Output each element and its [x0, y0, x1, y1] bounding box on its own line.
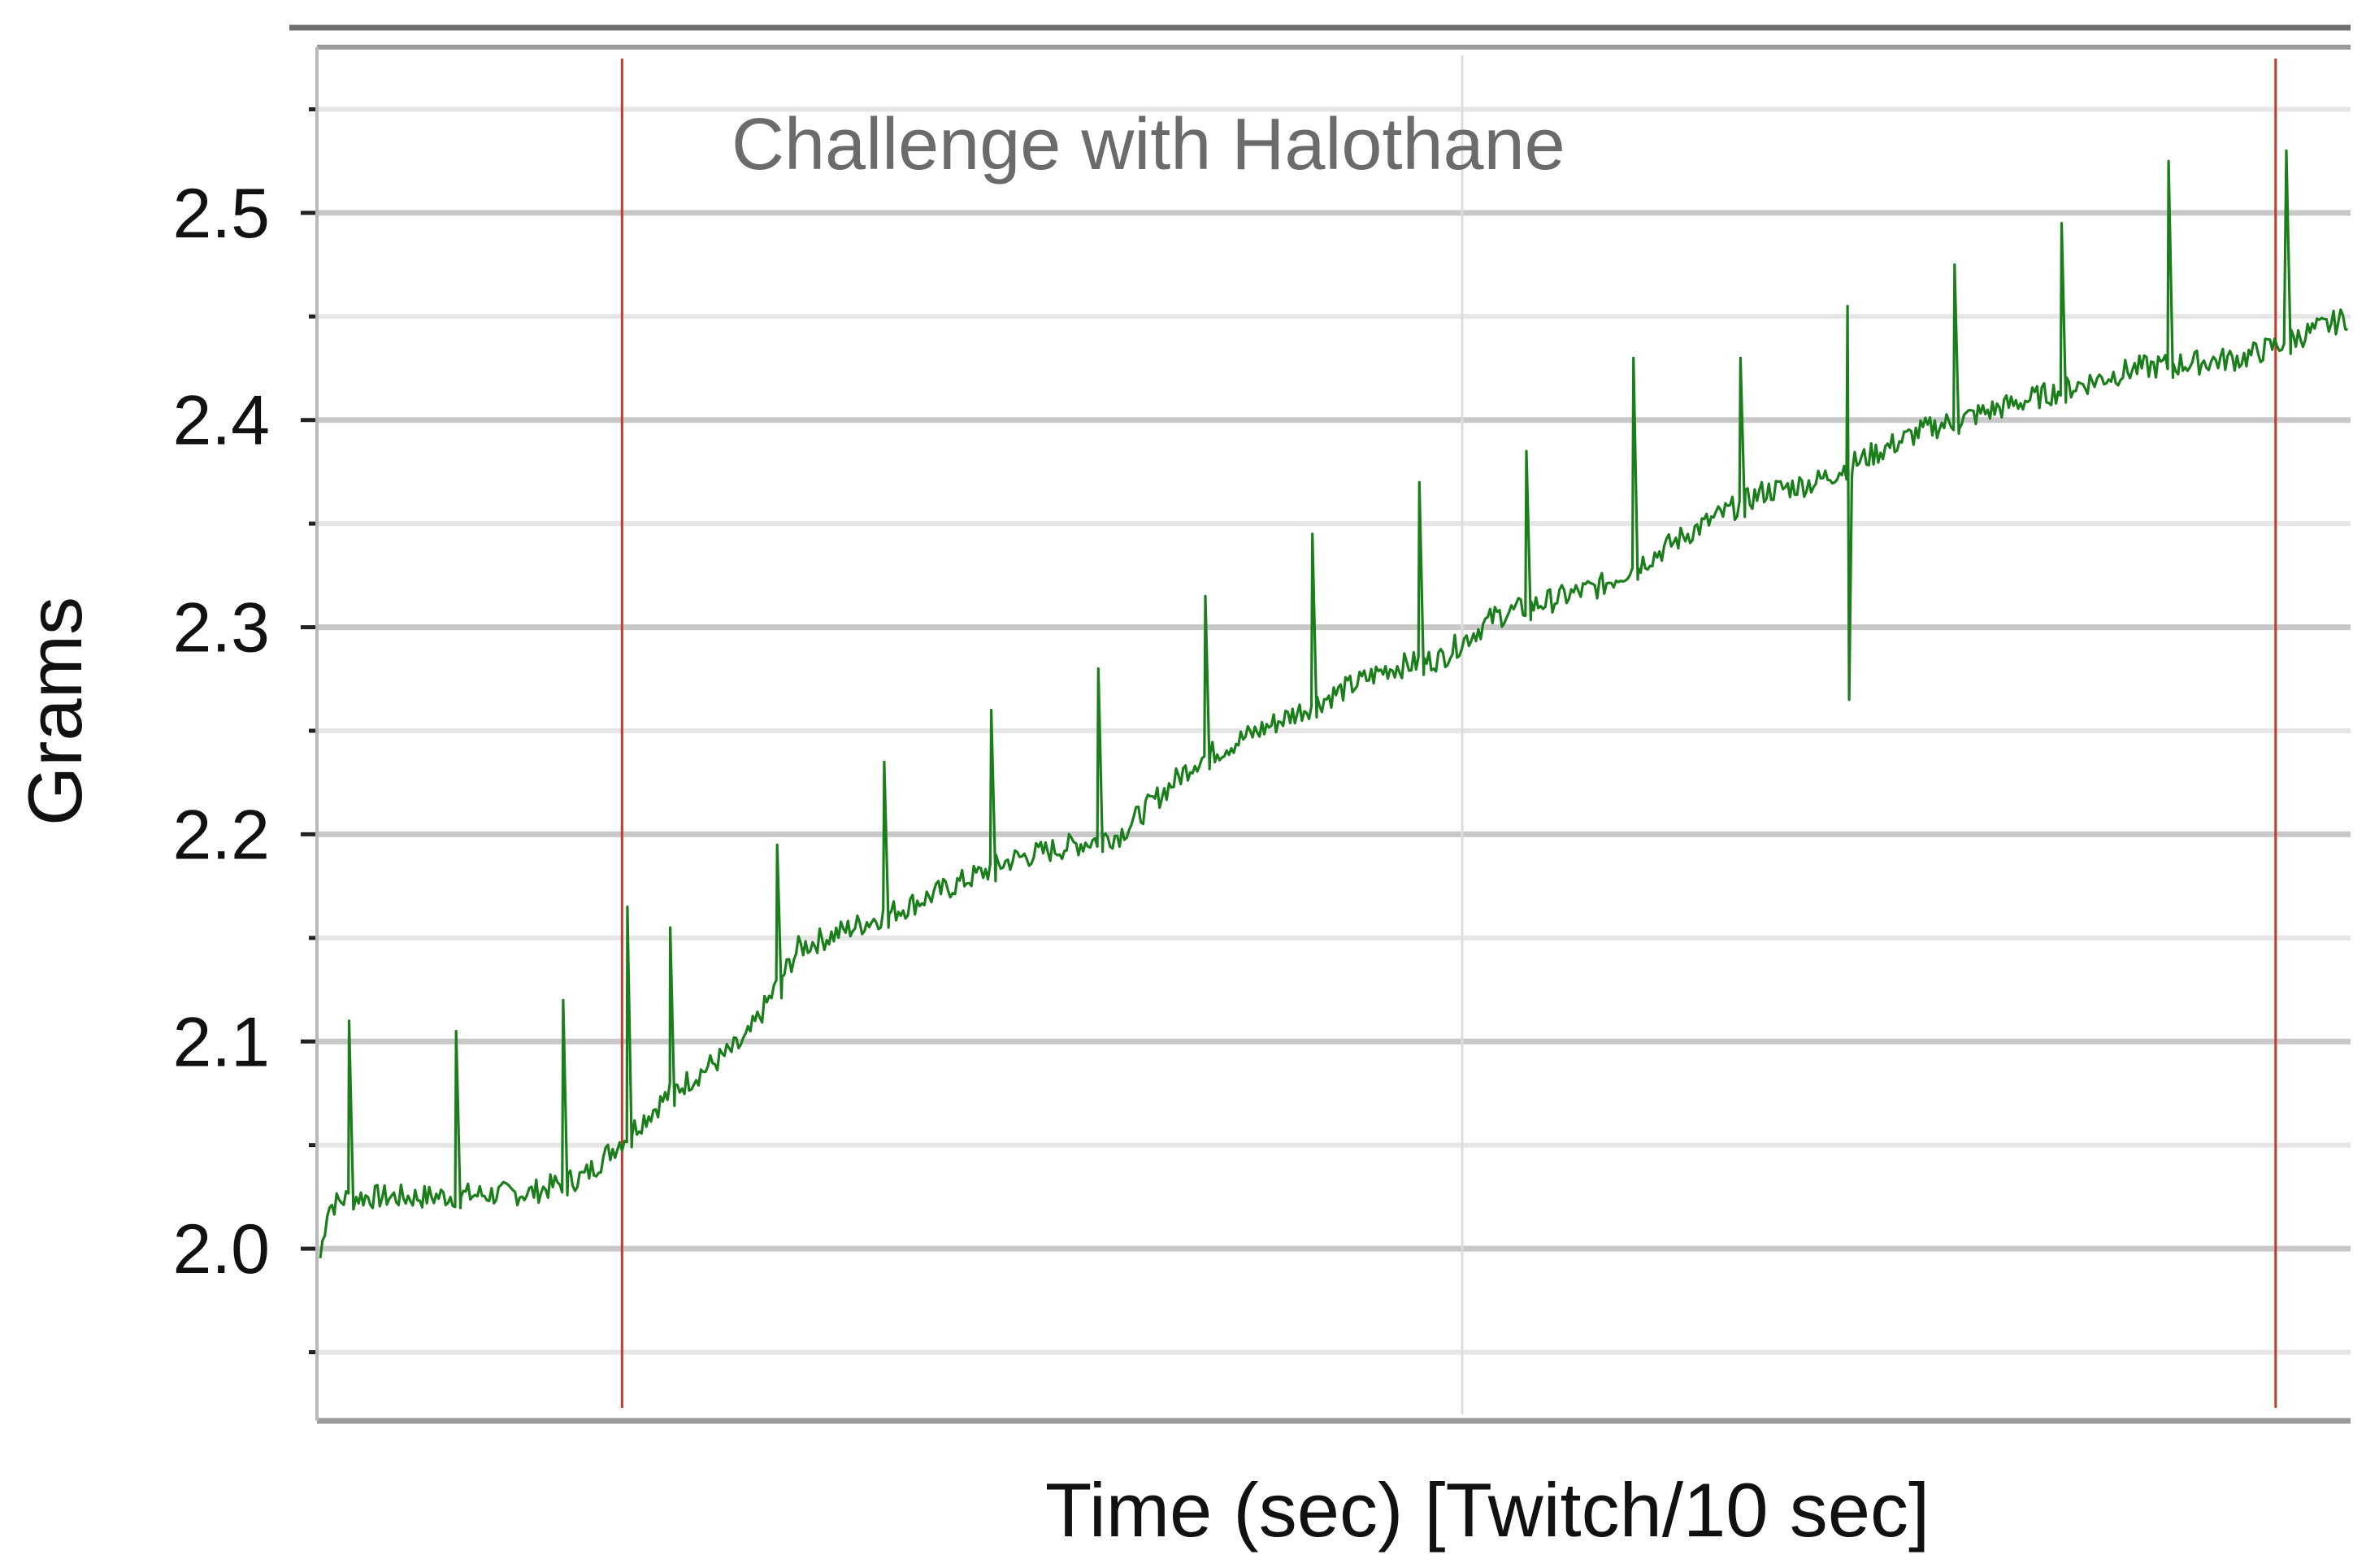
- y-ticks: 2.0 2.1 2.2 2.3 2.4 2.5: [172, 106, 315, 1355]
- y-tick-label: 2.5: [172, 175, 270, 253]
- grid: [317, 55, 2351, 1414]
- y-tick-label: 2.2: [172, 796, 270, 874]
- chart-title: Challenge with Halothane: [732, 104, 1565, 185]
- y-tick-label: 2.1: [172, 1003, 270, 1081]
- y-tick-label: 2.4: [172, 382, 270, 460]
- x-axis-label: Time (sec) [Twitch/10 sec]: [1045, 1467, 1930, 1553]
- trace: [319, 149, 2348, 1259]
- y-tick-label: 2.3: [172, 589, 270, 667]
- plot-frame: [289, 24, 2351, 1424]
- y-axis-label: Grams: [12, 597, 98, 826]
- marker-lines: [620, 59, 2277, 1408]
- y-tick-label: 2.0: [172, 1210, 270, 1288]
- force-trace: [319, 149, 2348, 1259]
